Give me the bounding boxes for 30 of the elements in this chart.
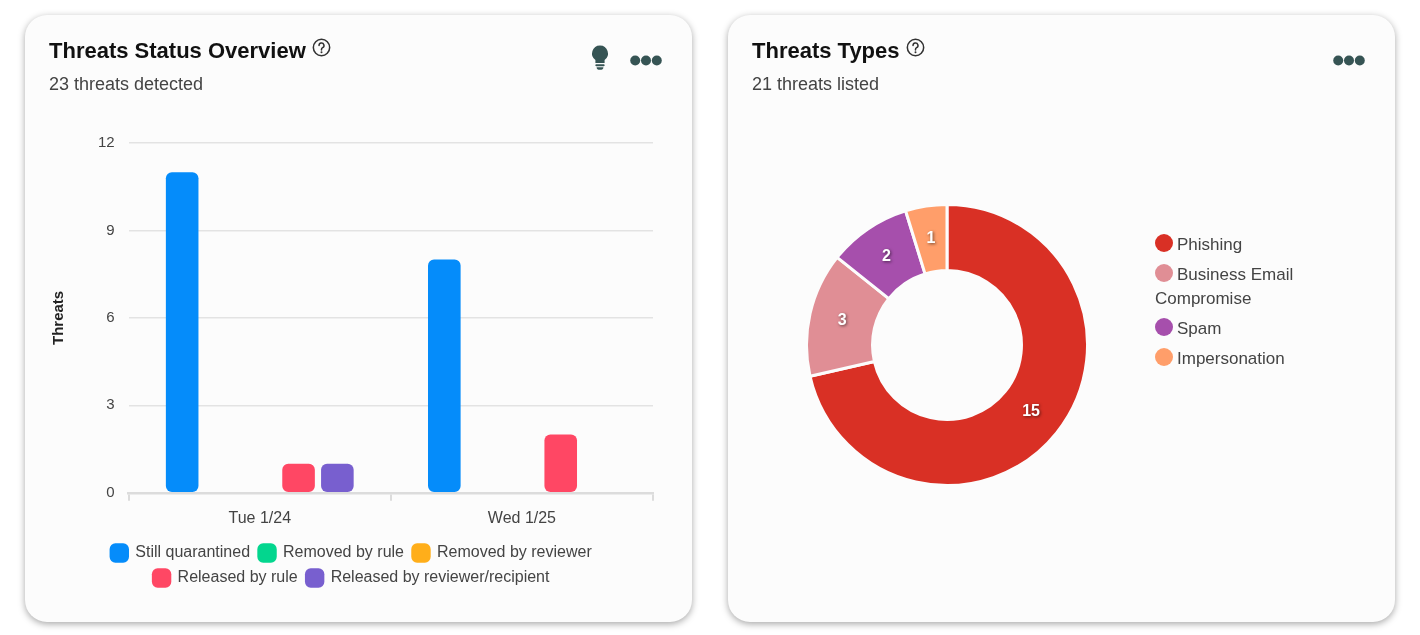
bar [282,463,315,493]
legend-label: Removed by rule [283,543,405,561]
x-tick-label: Tue 1/24 [228,508,292,526]
data-label: 3 [837,311,847,329]
chart-title: Threats Types [752,37,900,65]
chart-subtitle: 23 threats detected [49,73,204,96]
legend-label: Impersonation [1177,349,1285,368]
x-tick-label: Wed 1/25 [487,508,557,526]
data-label: 15 [1022,402,1041,420]
legend-label: Released by rule [177,568,298,586]
chart-subtitle: 21 threats listed [752,73,880,96]
bar [165,172,199,493]
legend-label: Phishing [1177,235,1243,254]
chart-title: Threats Status Overview [49,37,306,65]
legend-label: Business Email Compromise [1155,265,1294,308]
legend-label: Released by reviewer/recipient [330,568,550,586]
legend-label: Removed by reviewer [436,543,593,561]
bar [428,259,461,493]
y-tick-label: 0 [106,482,115,500]
y-tick-label: 3 [106,395,115,413]
data-label: 2 [882,246,891,264]
y-tick-label: 12 [98,133,115,151]
y-tick-label: 6 [106,308,115,326]
bar [544,434,578,493]
legend-label: Still quarantined [135,543,251,561]
legend-label: Spam [1177,319,1222,338]
y-tick-label: 9 [106,220,115,238]
bar [321,463,354,493]
data-label: 1 [926,229,936,247]
y-axis-title: Threats [49,290,67,345]
